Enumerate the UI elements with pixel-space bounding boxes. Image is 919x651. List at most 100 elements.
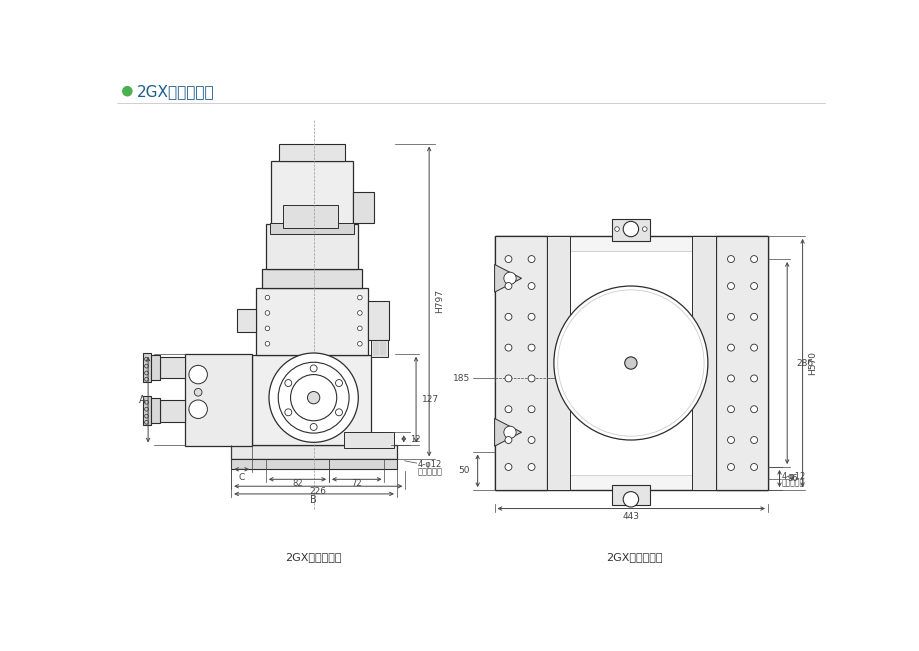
- Text: A: A: [139, 395, 145, 405]
- Circle shape: [278, 362, 348, 433]
- Bar: [255, 288, 368, 355]
- Circle shape: [750, 375, 756, 382]
- Circle shape: [357, 296, 362, 300]
- Bar: [282, 205, 338, 229]
- Text: 72: 72: [351, 479, 362, 488]
- Circle shape: [188, 400, 207, 419]
- Text: 4-φ12: 4-φ12: [417, 460, 441, 469]
- Circle shape: [528, 313, 535, 320]
- Circle shape: [285, 409, 291, 416]
- Text: 2GX系列侧视图: 2GX系列侧视图: [285, 552, 342, 562]
- Bar: [371, 340, 388, 357]
- Bar: [143, 353, 151, 382]
- Bar: [271, 161, 353, 225]
- Bar: [143, 396, 151, 425]
- Circle shape: [750, 283, 756, 290]
- Circle shape: [144, 408, 148, 411]
- Text: 50: 50: [458, 466, 470, 475]
- Circle shape: [727, 437, 733, 443]
- Bar: [236, 309, 255, 332]
- Bar: [231, 459, 396, 469]
- Bar: [231, 445, 396, 459]
- Circle shape: [505, 437, 511, 443]
- Bar: [611, 486, 650, 505]
- Circle shape: [335, 409, 342, 416]
- Bar: [611, 219, 650, 241]
- Text: 地脚螺栓孔: 地脚螺栓孔: [417, 467, 442, 476]
- Circle shape: [505, 464, 511, 471]
- Circle shape: [528, 256, 535, 262]
- Bar: [368, 301, 389, 340]
- Circle shape: [750, 344, 756, 351]
- Circle shape: [727, 344, 733, 351]
- Circle shape: [505, 313, 511, 320]
- Circle shape: [265, 342, 269, 346]
- Circle shape: [624, 357, 636, 369]
- Circle shape: [614, 227, 618, 231]
- Bar: [150, 398, 160, 423]
- Circle shape: [528, 283, 535, 290]
- Circle shape: [505, 344, 511, 351]
- Circle shape: [505, 406, 511, 413]
- Circle shape: [622, 221, 638, 237]
- Polygon shape: [494, 264, 521, 292]
- Circle shape: [505, 256, 511, 262]
- Text: C: C: [238, 473, 244, 482]
- Circle shape: [144, 400, 148, 404]
- Bar: [160, 357, 185, 378]
- Circle shape: [144, 371, 148, 375]
- Circle shape: [357, 311, 362, 315]
- Text: H570: H570: [807, 351, 816, 375]
- Bar: [278, 144, 345, 161]
- Text: 286: 286: [796, 359, 812, 368]
- Circle shape: [144, 357, 148, 361]
- Circle shape: [188, 365, 207, 384]
- Circle shape: [357, 342, 362, 346]
- Text: 443: 443: [622, 512, 639, 521]
- Circle shape: [505, 283, 511, 290]
- Circle shape: [750, 464, 756, 471]
- Polygon shape: [494, 419, 521, 446]
- Text: 226: 226: [310, 487, 326, 496]
- Circle shape: [310, 423, 317, 430]
- Circle shape: [750, 437, 756, 443]
- Circle shape: [194, 389, 202, 396]
- Circle shape: [727, 313, 733, 320]
- Text: 4-φ12: 4-φ12: [781, 472, 805, 480]
- Circle shape: [727, 464, 733, 471]
- Circle shape: [553, 286, 707, 440]
- Bar: [344, 432, 394, 448]
- Circle shape: [528, 344, 535, 351]
- Circle shape: [285, 380, 291, 387]
- Circle shape: [727, 406, 733, 413]
- Circle shape: [528, 375, 535, 382]
- Circle shape: [750, 256, 756, 262]
- Bar: [252, 355, 371, 445]
- Circle shape: [144, 364, 148, 368]
- Text: 2GX系列尺寸图: 2GX系列尺寸图: [136, 84, 214, 99]
- Circle shape: [123, 87, 131, 96]
- Circle shape: [268, 353, 357, 442]
- Circle shape: [307, 391, 320, 404]
- Bar: [269, 223, 354, 234]
- Circle shape: [504, 426, 516, 439]
- Circle shape: [641, 227, 646, 231]
- Circle shape: [265, 296, 269, 300]
- Bar: [692, 236, 715, 490]
- Circle shape: [144, 421, 148, 424]
- Circle shape: [727, 375, 733, 382]
- Circle shape: [335, 380, 342, 387]
- Circle shape: [505, 375, 511, 382]
- Circle shape: [144, 378, 148, 381]
- Circle shape: [622, 492, 638, 507]
- Bar: [494, 236, 547, 490]
- Bar: [547, 251, 715, 475]
- Circle shape: [528, 437, 535, 443]
- Bar: [547, 236, 570, 490]
- Bar: [715, 236, 767, 490]
- Circle shape: [750, 313, 756, 320]
- Circle shape: [727, 283, 733, 290]
- Circle shape: [750, 406, 756, 413]
- Text: 12: 12: [410, 435, 420, 444]
- Text: 2GX系列俯视图: 2GX系列俯视图: [606, 552, 663, 562]
